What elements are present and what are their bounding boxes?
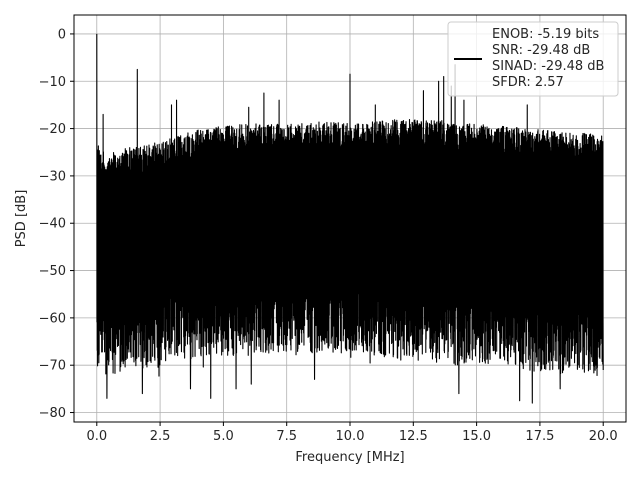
- axis-ticks: 0.0 2.5 5.0 7.5 10.0 12.5 15.0 17.5 20.0 0 −10 −20 −…: [39, 27, 618, 444]
- y-axis-label: PSD [dB]: [14, 190, 29, 248]
- x-tick-label: 10.0: [336, 429, 365, 444]
- y-tick-label: −60: [39, 311, 66, 326]
- x-tick-label: 7.5: [276, 429, 297, 444]
- y-tick-label: −50: [39, 264, 66, 279]
- y-tick-label: −70: [39, 359, 66, 374]
- x-tick-label: 15.0: [462, 429, 491, 444]
- y-tick-label: −10: [39, 75, 66, 90]
- x-tick-label: 17.5: [525, 429, 554, 444]
- x-tick-label: 12.5: [399, 429, 428, 444]
- x-tick-label: 20.0: [589, 429, 618, 444]
- legend-label-line: SFDR: 2.57: [492, 75, 564, 90]
- legend-label-line: SINAD: -29.48 dB: [492, 59, 604, 74]
- x-tick-label: 2.5: [150, 429, 171, 444]
- y-tick-label: −80: [39, 406, 66, 421]
- y-tick-label: −30: [39, 169, 66, 184]
- x-tick-label: 0.0: [86, 429, 107, 444]
- x-tick-label: 5.0: [213, 429, 234, 444]
- y-tick-label: 0: [58, 27, 66, 42]
- legend-label-line: SNR: -29.48 dB: [492, 43, 590, 58]
- x-axis-label: Frequency [MHz]: [295, 450, 404, 465]
- legend-box: [447, 21, 619, 97]
- psd-series-line: [96, 33, 604, 404]
- legend-label-line: ENOB: -5.19 bits: [492, 27, 599, 42]
- y-tick-label: −20: [39, 122, 66, 137]
- psd-trace: [96, 33, 604, 404]
- y-tick-label: −40: [39, 217, 66, 232]
